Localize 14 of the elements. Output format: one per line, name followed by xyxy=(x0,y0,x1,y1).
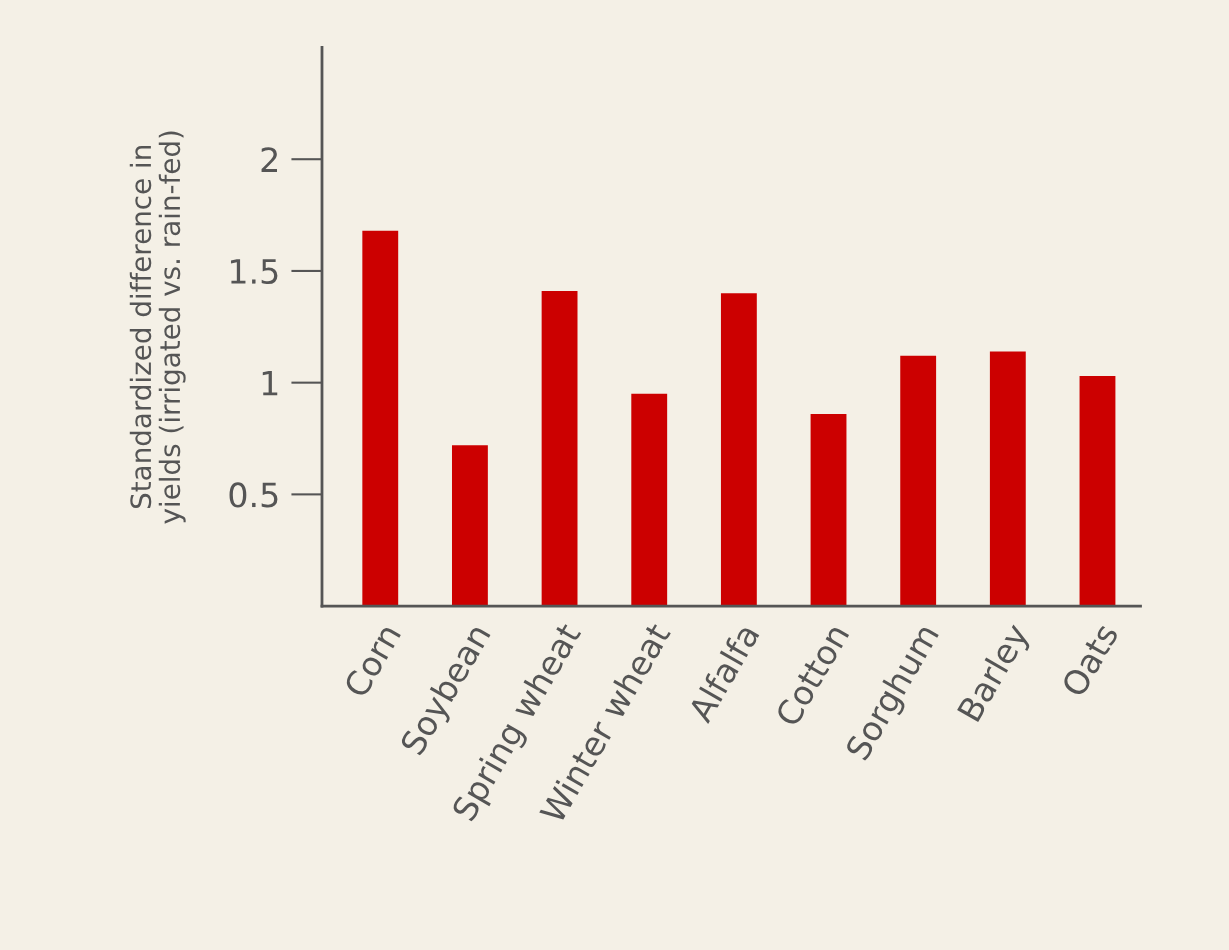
bar xyxy=(1079,375,1116,607)
y-tick-label: 1.5 xyxy=(230,259,278,285)
bar xyxy=(720,293,757,607)
bar xyxy=(541,291,578,607)
bar xyxy=(631,393,668,607)
bar xyxy=(451,445,488,607)
bar xyxy=(810,413,847,607)
y-tick-label: 2 xyxy=(261,147,277,172)
y-tick-label: 1 xyxy=(262,371,278,396)
bar xyxy=(362,230,399,607)
y-axis-title: Standardized difference in yields (irrigated vs. rain-fed) xyxy=(129,131,186,524)
bar xyxy=(989,351,1026,607)
bar xyxy=(900,355,937,607)
y-tick-label: 0.5 xyxy=(229,482,278,508)
